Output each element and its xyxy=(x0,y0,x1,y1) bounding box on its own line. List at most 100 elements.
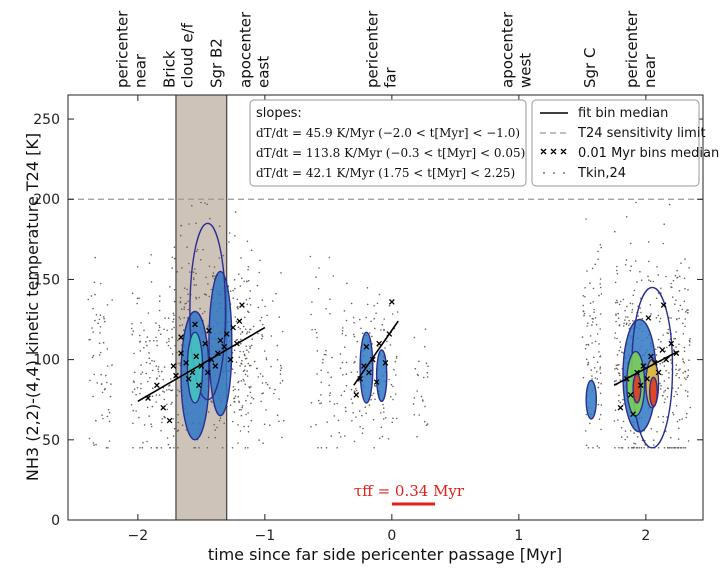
scatter-point xyxy=(382,403,384,406)
scatter-point xyxy=(195,222,197,224)
scatter-point xyxy=(228,232,231,234)
scatter-point xyxy=(141,371,144,374)
scatter-point xyxy=(240,380,243,382)
scatter-point xyxy=(178,316,180,319)
scatter-point xyxy=(615,320,617,323)
scatter-point xyxy=(683,377,686,379)
scatter-point xyxy=(686,395,689,397)
scatter-point xyxy=(617,317,620,320)
scatter-point xyxy=(589,315,591,317)
top-event-line: apocenter xyxy=(237,11,255,88)
scatter-point xyxy=(370,320,372,323)
scatter-point xyxy=(248,351,250,353)
scatter-point xyxy=(316,350,319,352)
scatter-point xyxy=(663,391,665,393)
scatter-point xyxy=(234,316,237,318)
scatter-point xyxy=(246,349,248,352)
scatter-point xyxy=(366,287,369,289)
bin-median-marker xyxy=(192,321,198,328)
bin-median-marker xyxy=(178,350,184,357)
scatter-point xyxy=(171,267,173,269)
scatter-point xyxy=(618,303,621,306)
scatter-point xyxy=(246,375,249,377)
scatter-point xyxy=(257,306,260,309)
top-event-labels: pericenter near Brick cloud e/f Sgr B2 apocen… xyxy=(114,10,659,88)
scatter-point xyxy=(132,330,135,332)
scatter-point xyxy=(243,425,245,428)
scatter-point xyxy=(361,332,364,335)
scatter-point xyxy=(619,379,622,381)
scatter-point xyxy=(153,360,156,363)
scatter-point xyxy=(201,312,204,315)
scatter-point xyxy=(218,257,221,259)
scatter-point xyxy=(599,355,602,357)
top-event-label: Sgr C xyxy=(581,48,599,88)
scatter-point xyxy=(259,319,262,322)
scatter-point xyxy=(221,447,224,449)
scatter-point xyxy=(624,319,626,321)
scatter-point xyxy=(344,435,346,437)
scatter-point xyxy=(318,267,320,269)
scatter-point xyxy=(672,411,674,414)
bin-median-marker xyxy=(382,359,389,366)
scatter-point xyxy=(390,383,393,386)
scatter-point xyxy=(384,347,386,349)
scatter-point xyxy=(320,369,322,372)
scatter-point xyxy=(658,320,661,323)
scatter-point xyxy=(670,437,672,439)
scatter-point xyxy=(624,430,627,432)
scatter-point xyxy=(138,416,140,419)
scatter-point xyxy=(383,329,385,332)
scatter-point xyxy=(688,359,690,362)
scatter-point xyxy=(246,332,248,335)
scatter-point xyxy=(614,332,617,334)
scatter-point xyxy=(210,288,213,291)
scatter-point xyxy=(327,371,329,374)
scatter-point xyxy=(315,276,317,278)
scatter-point xyxy=(247,395,249,397)
scatter-point xyxy=(671,447,673,449)
scatter-point xyxy=(383,318,386,320)
bin-median-marker xyxy=(627,392,634,398)
scatter-point xyxy=(94,256,96,259)
scatter-point xyxy=(585,444,588,447)
scatter-point xyxy=(178,390,181,393)
scatter-point xyxy=(160,429,162,432)
scatter-point xyxy=(629,269,632,272)
scatter-point xyxy=(140,383,142,385)
scatter-point xyxy=(152,387,154,390)
scatter-point xyxy=(330,435,333,437)
slopes-title: slopes: xyxy=(256,106,302,121)
scatter-point xyxy=(99,326,102,328)
scatter-point xyxy=(240,408,242,411)
scatter-point xyxy=(395,374,397,376)
scatter-point xyxy=(594,263,596,266)
scatter-point xyxy=(343,310,346,312)
scatter-point xyxy=(395,417,398,420)
scatter-point xyxy=(167,443,170,446)
scatter-point xyxy=(649,304,652,306)
scatter-point xyxy=(150,425,153,428)
scatter-point xyxy=(322,358,324,361)
scatter-point xyxy=(175,362,178,364)
scatter-point xyxy=(95,443,97,446)
scatter-point xyxy=(172,318,175,321)
scatter-point xyxy=(171,256,174,259)
scatter-point xyxy=(336,447,339,449)
scatter-point xyxy=(342,327,344,329)
bin-median-marker xyxy=(173,372,179,379)
scatter-point xyxy=(166,403,168,406)
scatter-point xyxy=(143,424,146,426)
scatter-point xyxy=(338,431,341,434)
scatter-point xyxy=(617,419,619,421)
scatter-point xyxy=(247,431,250,433)
scatter-point xyxy=(241,331,244,334)
scatter-point xyxy=(356,371,359,373)
bin-median-marker xyxy=(634,369,640,376)
scatter-point xyxy=(587,361,590,364)
scatter-point xyxy=(630,447,633,449)
scatter-point xyxy=(240,338,242,341)
top-event-label: pericenter near xyxy=(623,10,659,88)
scatter-point xyxy=(265,358,268,361)
scatter-point xyxy=(239,430,242,432)
